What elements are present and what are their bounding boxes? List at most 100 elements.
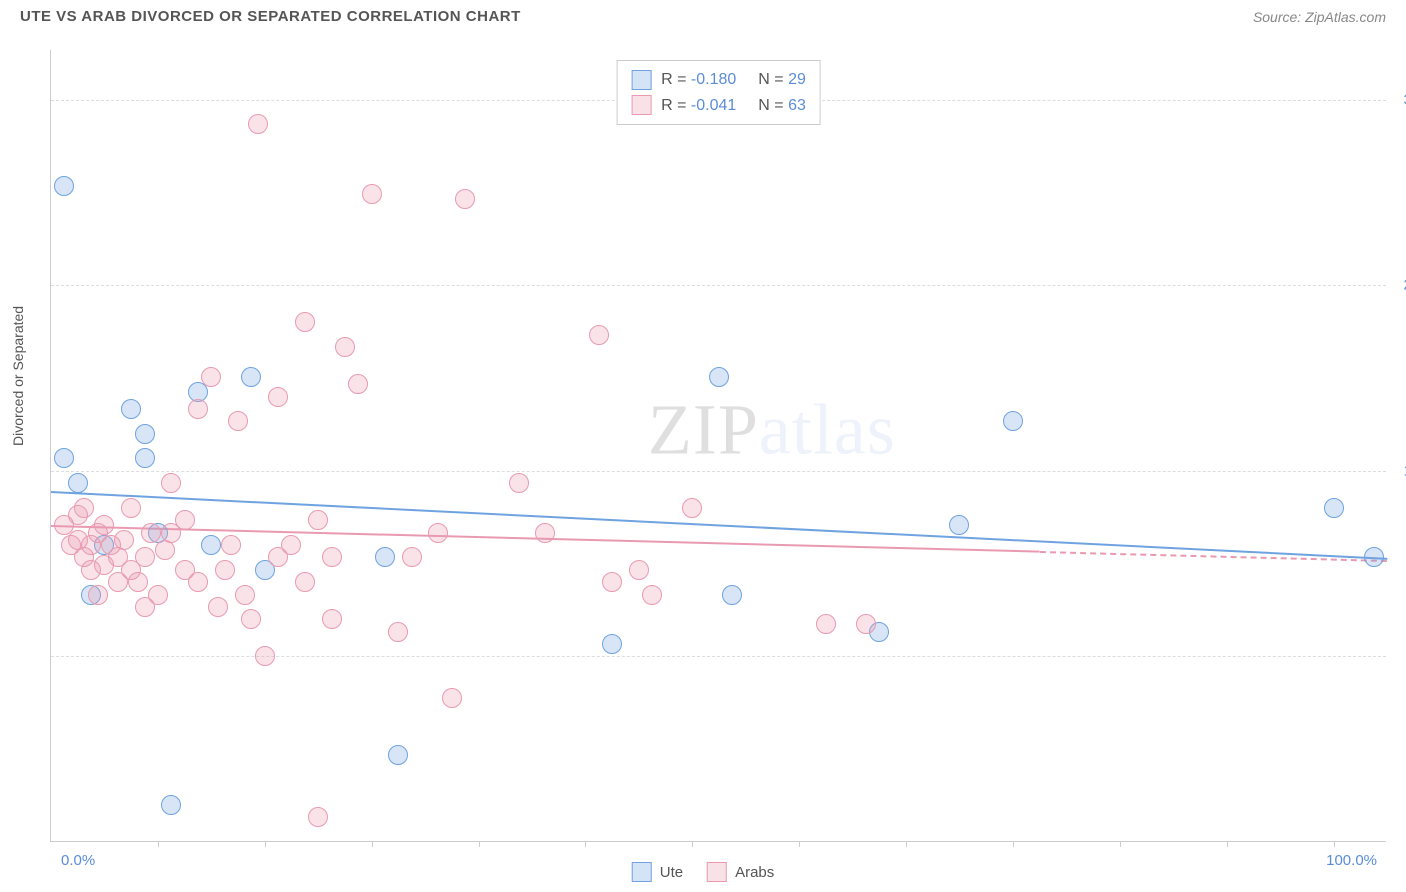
data-point-arabs <box>188 399 208 419</box>
x-max-label: 100.0% <box>1326 852 1377 869</box>
data-point-ute <box>388 745 408 765</box>
chart-header: UTE VS ARAB DIVORCED OR SEPARATED CORREL… <box>0 0 1406 29</box>
series-legend: Ute Arabs <box>632 862 775 882</box>
data-point-ute <box>1364 547 1384 567</box>
data-point-arabs <box>281 535 301 555</box>
data-point-arabs <box>856 614 876 634</box>
data-point-arabs <box>308 807 328 827</box>
data-point-ute <box>602 634 622 654</box>
data-point-arabs <box>816 614 836 634</box>
data-point-arabs <box>589 325 609 345</box>
data-point-arabs <box>228 411 248 431</box>
data-point-arabs <box>148 585 168 605</box>
x-axis-tick <box>1120 841 1121 847</box>
data-point-arabs <box>248 114 268 134</box>
x-axis-tick <box>799 841 800 847</box>
data-point-arabs <box>362 184 382 204</box>
chart-title: UTE VS ARAB DIVORCED OR SEPARATED CORREL… <box>20 8 521 25</box>
legend-swatch <box>707 862 727 882</box>
data-point-arabs <box>74 498 94 518</box>
data-point-arabs <box>161 473 181 493</box>
x-axis-tick <box>906 841 907 847</box>
legend-row-arabs: R = -0.041N = 63 <box>631 93 806 119</box>
x-axis-tick <box>158 841 159 847</box>
data-point-arabs <box>141 523 161 543</box>
data-point-ute <box>161 795 181 815</box>
x-axis-tick <box>692 841 693 847</box>
y-tick-label: 7.5% <box>1396 648 1406 665</box>
data-point-arabs <box>221 535 241 555</box>
data-point-arabs <box>201 367 221 387</box>
data-point-arabs <box>295 312 315 332</box>
x-axis-tick <box>585 841 586 847</box>
data-point-arabs <box>428 523 448 543</box>
data-point-arabs <box>94 515 114 535</box>
legend-swatch <box>632 862 652 882</box>
gridline-horizontal <box>51 285 1386 286</box>
chart-plot-area: 7.5%15.0%22.5%30.0%0.0%100.0% R = -0.180… <box>50 50 1386 842</box>
data-point-ute <box>722 585 742 605</box>
data-point-arabs <box>322 609 342 629</box>
data-point-ute <box>68 473 88 493</box>
x-axis-tick <box>479 841 480 847</box>
data-point-arabs <box>241 609 261 629</box>
data-point-arabs <box>402 547 422 567</box>
data-point-arabs <box>322 547 342 567</box>
data-point-ute <box>375 547 395 567</box>
legend-item-ute: Ute <box>632 862 683 882</box>
data-point-arabs <box>682 498 702 518</box>
gridline-horizontal <box>51 471 1386 472</box>
x-axis-tick <box>372 841 373 847</box>
data-point-arabs <box>255 646 275 666</box>
data-point-ute <box>54 176 74 196</box>
data-point-ute <box>949 515 969 535</box>
data-point-arabs <box>642 585 662 605</box>
gridline-horizontal <box>51 656 1386 657</box>
data-point-arabs <box>235 585 255 605</box>
data-point-arabs <box>509 473 529 493</box>
data-point-ute <box>1324 498 1344 518</box>
y-axis-label: Divorced or Separated <box>10 306 26 446</box>
y-tick-label: 22.5% <box>1396 277 1406 294</box>
data-point-ute <box>54 448 74 468</box>
data-point-arabs <box>128 572 148 592</box>
data-point-ute <box>135 448 155 468</box>
data-point-ute <box>121 399 141 419</box>
data-point-arabs <box>335 337 355 357</box>
data-point-arabs <box>388 622 408 642</box>
x-axis-tick <box>1013 841 1014 847</box>
trend-line <box>51 491 1387 560</box>
legend-row-ute: R = -0.180N = 29 <box>631 67 806 93</box>
legend-item-arabs: Arabs <box>707 862 774 882</box>
x-axis-tick <box>1334 841 1335 847</box>
data-point-arabs <box>629 560 649 580</box>
data-point-arabs <box>455 189 475 209</box>
source-attribution: Source: ZipAtlas.com <box>1253 9 1386 25</box>
data-point-arabs <box>535 523 555 543</box>
data-point-arabs <box>135 547 155 567</box>
correlation-legend: R = -0.180N = 29R = -0.041N = 63 <box>616 60 821 125</box>
data-point-arabs <box>114 530 134 550</box>
data-point-arabs <box>215 560 235 580</box>
data-point-arabs <box>348 374 368 394</box>
data-point-arabs <box>88 585 108 605</box>
data-point-arabs <box>268 387 288 407</box>
data-point-arabs <box>208 597 228 617</box>
data-point-arabs <box>155 540 175 560</box>
data-point-arabs <box>188 572 208 592</box>
data-point-ute <box>201 535 221 555</box>
data-point-ute <box>709 367 729 387</box>
legend-swatch <box>631 70 651 90</box>
legend-swatch <box>631 95 651 115</box>
data-point-arabs <box>295 572 315 592</box>
data-point-ute <box>135 424 155 444</box>
data-point-arabs <box>308 510 328 530</box>
y-tick-label: 30.0% <box>1396 91 1406 108</box>
x-axis-tick <box>265 841 266 847</box>
data-point-arabs <box>175 510 195 530</box>
data-point-arabs <box>602 572 622 592</box>
x-axis-tick <box>1227 841 1228 847</box>
y-tick-label: 15.0% <box>1396 462 1406 479</box>
data-point-ute <box>1003 411 1023 431</box>
data-point-arabs <box>121 498 141 518</box>
